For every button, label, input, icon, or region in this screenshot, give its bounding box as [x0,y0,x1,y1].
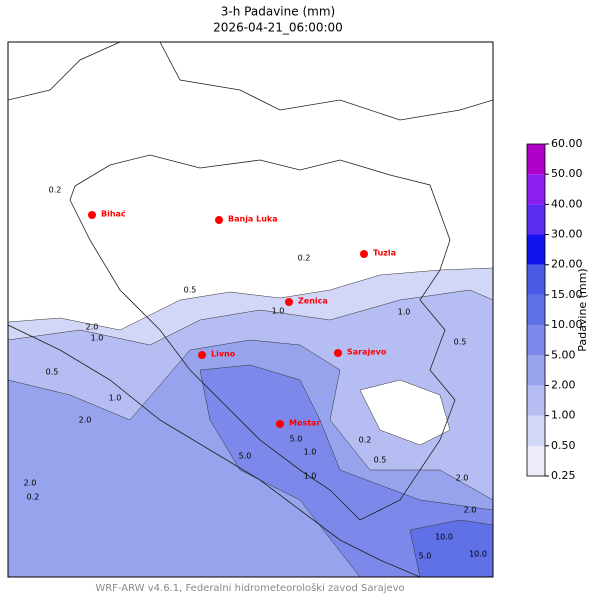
contour-label: 0.5 [374,456,387,465]
colorbar-frame [526,143,546,477]
contour-label: 10.0 [435,533,453,542]
contour-label: 1.0 [398,308,411,317]
map [8,42,493,577]
city-marker [198,351,206,359]
contour-label: 5.0 [419,552,432,561]
north-border [8,42,493,121]
colorbar-tick-label: 2.00 [551,378,576,391]
colorbar-tick-label: 15.00 [551,288,583,301]
contour-label: 0.2 [49,186,62,195]
country-border [69,154,456,521]
colorbar-bin [527,264,545,295]
contour-label: 2.0 [86,323,99,332]
contour-label: 2.0 [456,474,469,483]
map-frame [7,41,494,578]
colorbar-bin [527,234,545,265]
contour-label: 1.0 [272,307,285,316]
subtitle: 2026-04-21_06:00:00 [213,21,343,35]
city-marker [215,216,223,224]
colorbar-tick-label: 0.25 [551,469,576,482]
contour-label: 0.2 [27,493,40,502]
colorbar-bin [527,294,545,326]
cities: Bihać Banja Luka Tuzla Zenica Livno Sarajevo M… [88,209,396,428]
colorbar-bin [527,355,545,386]
colorbar-tick-label: 60.00 [551,137,583,150]
colorbar-tick-label: 10.00 [551,318,583,331]
contour-label: 2.0 [79,416,92,425]
coastline [8,324,421,577]
city-marker [334,349,342,357]
colorbar-bin [527,325,545,356]
contour-label: 0.2 [298,254,311,263]
colorbar-tick-label: 20.00 [551,258,583,271]
contour-label: 1.0 [91,334,104,343]
colorbar-bin [527,385,545,416]
precip-10 [409,519,493,577]
contour-label: 1.0 [109,394,122,403]
city-marker [88,211,96,219]
contour-label: 0.2 [359,436,372,445]
colorbar-bin [527,415,545,446]
contour-label: 2.0 [24,479,37,488]
colorbar-tick-label: 0.50 [551,439,576,452]
colorbar-bin [527,144,545,175]
contour-label: 5.0 [290,435,303,444]
colorbar-tick-label: 5.00 [551,348,576,361]
title: 3-h Padavine (mm) [221,5,335,19]
city-label: Mostar [289,419,320,428]
colorbar-label: Padavine (mm) [576,268,589,351]
colorbar-tick-label: 50.00 [551,167,583,180]
precip-5 [199,364,493,577]
city-label: Banja Luka [228,215,278,224]
city-label: Zenica [298,297,328,306]
contour-label: 0.5 [454,338,467,347]
contour-label: 1.0 [304,472,317,481]
city-marker [285,298,293,306]
city-label: Tuzla [373,249,396,258]
city-label: Livno [211,350,236,359]
contour-labels: 0.20.20.51.00.51.02.01.00.51.02.05.0 1.02… [24,186,487,561]
dry-patch [359,379,451,446]
city-label: Bihać [101,209,126,219]
colorbar-tick-label: 1.00 [551,409,576,422]
contour-label: 2.0 [464,506,477,515]
colorbar-bin [527,204,545,235]
colorbar-tick-label: 40.00 [551,197,583,210]
footer: WRF-ARW v4.6.1, Federalni hidrometeorolo… [95,582,404,594]
contour-label: 0.5 [184,286,197,295]
city-label: Sarajevo [347,348,387,357]
colorbar-tick-label: 30.00 [551,228,583,241]
colorbar-bin [527,174,545,205]
city-marker [276,420,284,428]
contour-label: 0.5 [46,368,59,377]
contour-label: 1.0 [304,448,317,457]
contour-label: 10.0 [469,550,487,559]
city-marker [360,250,368,258]
contour-label: 5.0 [239,452,252,461]
colorbar: 0.25 0.50 1.00 2.00 5.00 10.00 15.00 20.00 30.00… [526,137,583,482]
colorbar-bin [527,445,545,476]
